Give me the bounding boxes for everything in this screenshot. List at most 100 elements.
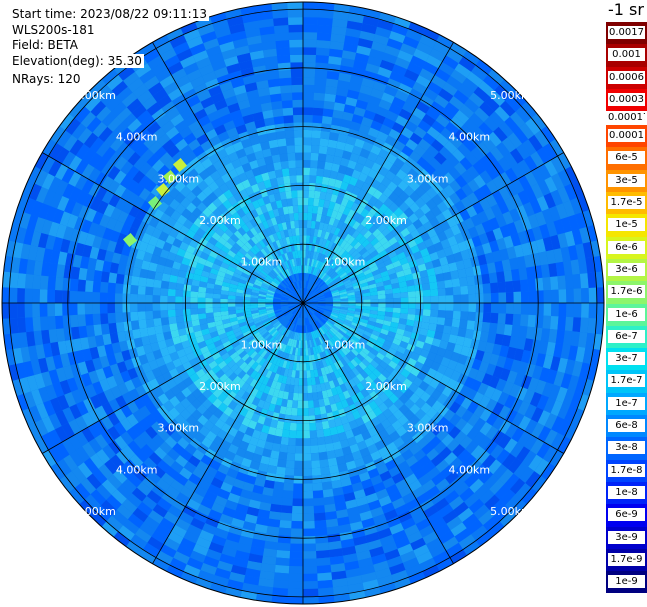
radar-cell bbox=[279, 406, 287, 415]
radar-cell bbox=[337, 284, 346, 290]
radar-cell bbox=[322, 488, 334, 498]
radar-cell bbox=[337, 133, 348, 144]
radar-cell bbox=[316, 40, 331, 49]
radar-cell bbox=[381, 254, 391, 262]
radar-cell bbox=[293, 308, 299, 316]
radar-cell bbox=[310, 303, 319, 305]
radar-cell bbox=[308, 197, 314, 206]
radar-cell bbox=[305, 310, 309, 318]
radar-cell bbox=[238, 131, 250, 142]
radar-cell bbox=[179, 334, 189, 343]
radar-cell bbox=[126, 179, 139, 193]
radar-cell bbox=[383, 279, 392, 286]
radar-cell bbox=[162, 139, 176, 152]
radar-cell bbox=[285, 321, 291, 329]
radar-cell bbox=[310, 152, 319, 161]
radar-cell bbox=[124, 265, 134, 276]
radar-cell bbox=[183, 314, 192, 322]
radar-cell bbox=[201, 472, 215, 484]
radar-cell bbox=[230, 363, 240, 373]
radar-cell bbox=[312, 259, 317, 268]
radar-cell bbox=[316, 337, 322, 346]
radar-cell bbox=[152, 246, 163, 257]
radar-cell bbox=[190, 308, 199, 315]
radar-cell bbox=[257, 325, 266, 332]
radar-cell bbox=[135, 345, 146, 357]
radar-cell bbox=[236, 388, 246, 398]
radar-cell bbox=[307, 265, 311, 274]
radar-cell bbox=[120, 417, 133, 432]
radar-cell bbox=[103, 388, 116, 403]
colorbar-cell: 6e-5 bbox=[606, 147, 647, 170]
radar-cell bbox=[244, 356, 253, 365]
radar-cell bbox=[348, 176, 359, 187]
radar-cell bbox=[332, 155, 342, 165]
radar-cell bbox=[387, 330, 396, 339]
radar-cell bbox=[375, 106, 389, 118]
radar-cell bbox=[440, 356, 451, 368]
radar-cell bbox=[303, 69, 316, 78]
radar-cell bbox=[303, 333, 305, 341]
radar-cell bbox=[260, 392, 268, 402]
radar-cell bbox=[237, 262, 247, 270]
radar-cell bbox=[520, 279, 529, 292]
radar-cell bbox=[265, 410, 274, 420]
radar-cell bbox=[238, 350, 248, 359]
radar-cell bbox=[242, 255, 251, 264]
radar-cell bbox=[299, 242, 303, 251]
radar-cell bbox=[287, 267, 293, 276]
radar-cell bbox=[384, 232, 395, 242]
radar-cell bbox=[317, 319, 324, 327]
radar-cell bbox=[376, 285, 385, 292]
radar-cell bbox=[208, 236, 218, 246]
radar-cell bbox=[183, 346, 193, 355]
radar-cell bbox=[274, 290, 283, 295]
radar-cell bbox=[383, 207, 394, 218]
radar-cell bbox=[185, 271, 194, 280]
radar-cell bbox=[265, 276, 273, 283]
radar-cell bbox=[410, 265, 420, 274]
radar-cell bbox=[310, 347, 314, 355]
radar-cell bbox=[155, 220, 167, 232]
radar-cell bbox=[324, 503, 336, 513]
radar-cell bbox=[322, 374, 329, 383]
radar-cell bbox=[572, 317, 581, 333]
radar-cell bbox=[307, 309, 312, 316]
radar-cell bbox=[376, 314, 385, 321]
radar-cell bbox=[566, 288, 574, 303]
radar-cell bbox=[443, 409, 456, 422]
radar-cell bbox=[145, 192, 157, 205]
radar-cell bbox=[403, 268, 412, 276]
radar-cell bbox=[322, 313, 330, 319]
radar-cell bbox=[278, 284, 286, 290]
radar-cell bbox=[179, 467, 193, 480]
radar-cell bbox=[339, 126, 350, 136]
radar-cell bbox=[413, 449, 427, 462]
radar-cell bbox=[381, 227, 391, 237]
radar-cell bbox=[293, 339, 298, 348]
radar-cell bbox=[227, 348, 236, 357]
radar-cell bbox=[378, 166, 390, 177]
radar-cell bbox=[267, 272, 275, 280]
radar-cell bbox=[25, 317, 34, 333]
radar-cell bbox=[316, 32, 332, 42]
radar-cell bbox=[377, 290, 386, 296]
radar-cell bbox=[393, 140, 406, 152]
radar-cell bbox=[409, 150, 422, 163]
radar-cell bbox=[254, 119, 266, 129]
radar-cell bbox=[388, 128, 401, 141]
radar-cell bbox=[443, 349, 454, 360]
radar-cell bbox=[174, 254, 184, 264]
radar-cell bbox=[100, 323, 110, 335]
radar-cell bbox=[384, 311, 393, 318]
radar-cell bbox=[204, 260, 214, 268]
radar-cell bbox=[329, 271, 337, 278]
radar-cell bbox=[295, 265, 299, 274]
radar-cell bbox=[291, 407, 298, 416]
radar-cell bbox=[492, 227, 504, 241]
radar-cell bbox=[336, 87, 349, 97]
radar-cell bbox=[109, 363, 121, 376]
radar-cell bbox=[342, 242, 351, 251]
radar-cell bbox=[246, 229, 255, 239]
radar-cell bbox=[497, 313, 506, 325]
